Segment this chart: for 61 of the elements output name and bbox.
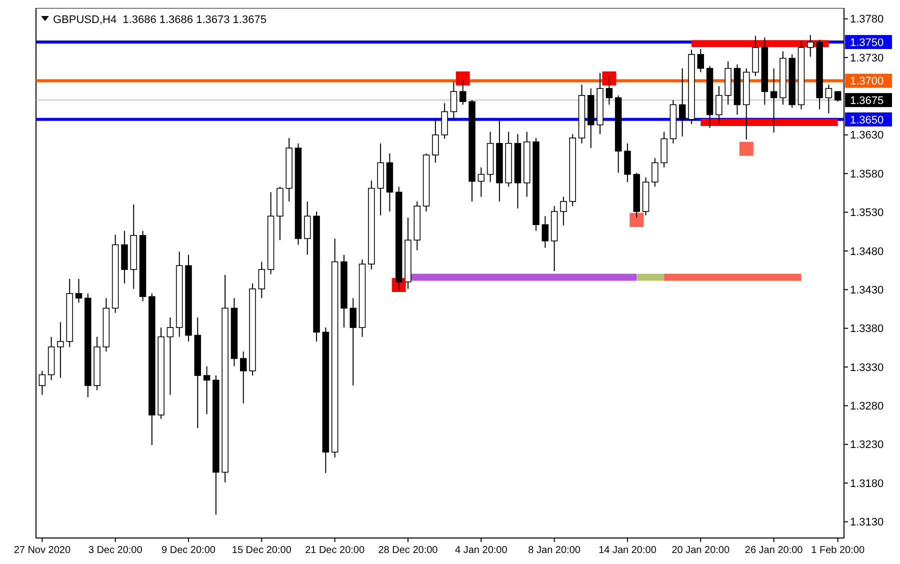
x-tick-label: 26 Jan 20:00 [744,545,804,556]
ref-line-label: 1.3675 [850,94,884,107]
x-tick-label: 27 Nov 2020 [14,545,71,556]
candlestick [834,91,842,102]
x-tick-label: 4 Jan 20:00 [455,545,508,556]
point [630,213,644,227]
x-tick-label: 21 Dec 20:00 [305,545,366,556]
point [739,142,754,156]
candlestick [825,84,832,114]
candlestick [660,131,668,168]
x-tick-label: 1 Feb 20:00 [811,545,865,556]
candlestick [166,316,174,396]
y-tick-label: 1.3580 [850,168,884,180]
candlestick [459,79,466,106]
y-tick-label: 1.3380 [850,323,884,336]
candlestick [560,196,567,226]
x-tick-label: 28 Dec 20:00 [378,545,438,556]
x-tick-label: 8 Jan 20:00 [528,545,581,556]
y-tick-label: 1.3480 [850,246,884,258]
candlestick [678,68,686,137]
ref-line-label: 1.3650 [850,114,884,126]
point [602,71,616,86]
y-tick-label: 1.3280 [850,400,884,413]
point [456,71,470,86]
candlestick [624,142,631,183]
candlestick [770,68,778,134]
candlestick [652,158,658,188]
candlestick [350,298,356,386]
y-tick-label: 1.3180 [850,478,884,490]
text: GBPUSD,H4 1.3686 1.3686 1.3673 1.3675 [53,14,266,26]
x-tick-label: 15 Dec 20:00 [232,545,292,556]
candlestick [450,81,458,120]
x-tick-label: 3 Dec 20:00 [88,545,143,556]
candlestick [478,166,485,198]
candlestick [432,118,439,164]
y-tick-label: 1.3530 [850,207,884,220]
candlestick [716,86,722,125]
y-tick-label: 1.3630 [850,130,884,142]
y-tick-label: 1.3730 [850,52,884,64]
y-tick-label: 1.3780 [850,14,884,26]
y-tick-label: 1.3430 [850,284,884,296]
candlestick [304,200,311,256]
candlestick [203,366,210,415]
y-tick-label: 1.3230 [850,439,884,452]
x-tick-label: 20 Jan 20:00 [672,545,730,556]
ref-line-label: 1.3750 [850,36,884,49]
y-tick-label: 1.3330 [850,362,884,374]
candlestick [606,76,613,106]
candlestick [697,48,704,73]
ref-line-label: 1.3700 [850,76,884,88]
candlestick [258,261,266,299]
x-tick-label: 14 Jan 20:00 [598,545,657,556]
candlestick [75,278,82,304]
y-tick-label: 1.3130 [850,516,884,529]
candlestick [240,351,247,404]
candlestick [542,216,549,248]
candlestick [807,34,814,58]
candlestick [441,102,448,140]
candlestick [38,370,46,396]
candlestick [57,322,64,378]
x-tick-label: 9 Dec 20:00 [162,545,216,556]
